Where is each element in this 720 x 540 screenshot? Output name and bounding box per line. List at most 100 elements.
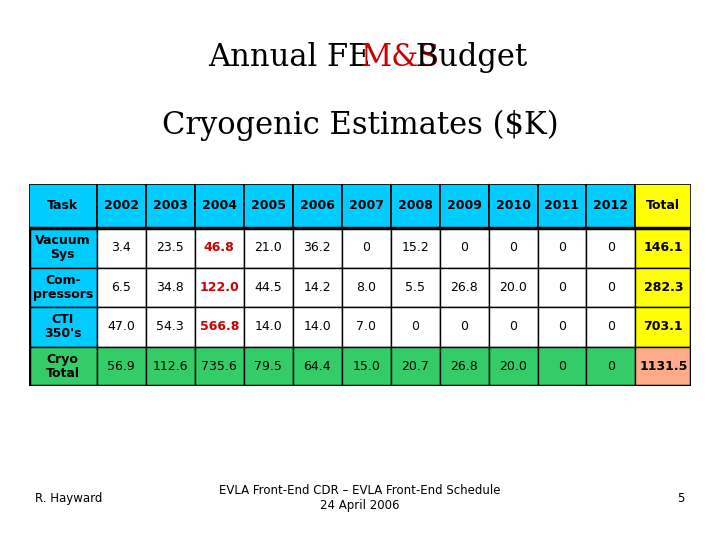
Text: 2012: 2012	[593, 199, 629, 212]
Bar	[29, 228, 96, 268]
Text: EVLA Front-End CDR – EVLA Front-End Schedule
24 April 2006: EVLA Front-End CDR – EVLA Front-End Sche…	[220, 484, 500, 512]
Text: 15.0: 15.0	[352, 360, 380, 373]
Bar	[96, 268, 145, 307]
Bar	[587, 347, 636, 386]
Text: 15.2: 15.2	[401, 241, 429, 254]
Bar	[538, 184, 587, 228]
Text: 2007: 2007	[348, 199, 384, 212]
Text: 14.2: 14.2	[303, 281, 331, 294]
Text: Com-
pressors: Com- pressors	[32, 274, 93, 301]
Text: 20.0: 20.0	[499, 281, 527, 294]
Bar	[292, 268, 341, 307]
Text: 0: 0	[607, 320, 615, 333]
Text: 2002: 2002	[104, 199, 139, 212]
Text: 44.5: 44.5	[254, 281, 282, 294]
Bar	[96, 228, 145, 268]
Bar	[440, 228, 489, 268]
Text: 23.5: 23.5	[156, 241, 184, 254]
Bar	[440, 268, 489, 307]
Text: 20.0: 20.0	[499, 360, 527, 373]
Text: 79.5: 79.5	[254, 360, 282, 373]
Text: 2004: 2004	[202, 199, 237, 212]
Bar	[587, 184, 636, 228]
Text: R. Hayward: R. Hayward	[35, 492, 103, 505]
Text: Vacuum
Sys: Vacuum Sys	[35, 234, 91, 261]
Bar	[341, 268, 391, 307]
Text: 8.0: 8.0	[356, 281, 376, 294]
Bar	[243, 268, 292, 307]
Bar	[341, 184, 391, 228]
Text: 34.8: 34.8	[156, 281, 184, 294]
Text: 112.6: 112.6	[153, 360, 188, 373]
Bar	[292, 228, 341, 268]
Bar	[145, 347, 194, 386]
Text: 0: 0	[558, 281, 566, 294]
Bar	[440, 184, 489, 228]
Bar	[145, 184, 194, 228]
Bar	[194, 307, 243, 347]
Text: 5.5: 5.5	[405, 281, 425, 294]
Bar	[440, 307, 489, 347]
Text: 7.0: 7.0	[356, 320, 376, 333]
Bar	[292, 184, 341, 228]
Text: 0: 0	[607, 360, 615, 373]
Text: 47.0: 47.0	[107, 320, 135, 333]
Text: 46.8: 46.8	[204, 241, 235, 254]
Text: CTI
350's: CTI 350's	[44, 313, 81, 340]
Bar	[29, 228, 691, 386]
Text: 0: 0	[509, 241, 517, 254]
Text: 56.9: 56.9	[107, 360, 135, 373]
Text: 21.0: 21.0	[254, 241, 282, 254]
Bar	[636, 228, 691, 268]
Bar	[243, 307, 292, 347]
Bar	[243, 347, 292, 386]
Bar	[587, 228, 636, 268]
Text: 0: 0	[411, 320, 419, 333]
Bar	[194, 347, 243, 386]
Text: 0: 0	[607, 241, 615, 254]
Text: 2011: 2011	[544, 199, 580, 212]
Bar	[145, 228, 194, 268]
Bar	[391, 347, 440, 386]
Text: 26.8: 26.8	[450, 281, 478, 294]
Bar	[145, 268, 194, 307]
Bar	[145, 307, 194, 347]
Bar	[96, 307, 145, 347]
Bar	[341, 307, 391, 347]
Bar	[538, 228, 587, 268]
Bar	[194, 184, 243, 228]
Bar	[440, 347, 489, 386]
Text: M&S: M&S	[360, 42, 439, 72]
Bar	[391, 307, 440, 347]
Text: 26.8: 26.8	[450, 360, 478, 373]
Text: 703.1: 703.1	[644, 320, 683, 333]
Text: 0: 0	[460, 241, 468, 254]
Bar	[29, 268, 96, 307]
Text: 2005: 2005	[251, 199, 286, 212]
Text: 0: 0	[558, 241, 566, 254]
Bar	[194, 268, 243, 307]
Bar	[489, 184, 538, 228]
Text: 3.4: 3.4	[112, 241, 131, 254]
Bar	[341, 347, 391, 386]
Bar	[587, 307, 636, 347]
Text: 0: 0	[362, 241, 370, 254]
Text: 54.3: 54.3	[156, 320, 184, 333]
Text: 64.4: 64.4	[303, 360, 331, 373]
Text: 1131.5: 1131.5	[639, 360, 688, 373]
Bar	[538, 268, 587, 307]
Text: 122.0: 122.0	[199, 281, 239, 294]
Bar	[29, 307, 96, 347]
Bar	[292, 347, 341, 386]
Bar	[489, 307, 538, 347]
Text: 14.0: 14.0	[254, 320, 282, 333]
Text: 0: 0	[509, 320, 517, 333]
Bar	[96, 347, 145, 386]
Bar	[636, 184, 691, 228]
Bar	[489, 347, 538, 386]
Bar	[636, 307, 691, 347]
Text: 735.6: 735.6	[202, 360, 237, 373]
Text: 0: 0	[607, 281, 615, 294]
Text: 14.0: 14.0	[303, 320, 331, 333]
Text: 0: 0	[558, 360, 566, 373]
